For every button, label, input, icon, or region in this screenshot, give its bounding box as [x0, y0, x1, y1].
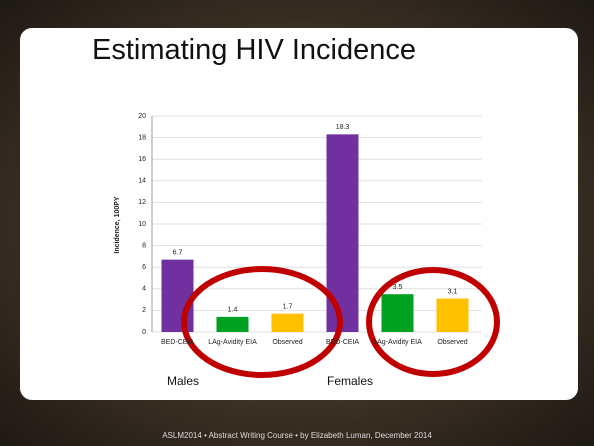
x-tick-label: LAg-Avidity EIA — [372, 338, 424, 347]
value-label: 1.4 — [228, 307, 238, 314]
x-tick-label: Observed — [262, 338, 314, 347]
value-label: 6.7 — [173, 249, 183, 256]
x-tick-label: LAg-Avidity EIA — [207, 338, 259, 347]
bar — [382, 294, 414, 332]
y-tick-label: 12 — [138, 199, 146, 206]
bar — [437, 299, 469, 332]
y-tick-label: 0 — [142, 329, 146, 336]
bar — [272, 314, 304, 332]
y-tick-label: 8 — [142, 242, 146, 249]
value-label: 18.3 — [336, 124, 350, 131]
x-tick-label: BED-CEIA — [152, 338, 204, 347]
x-tick-label: BED-CEIA — [317, 338, 369, 347]
y-tick-label: 20 — [138, 113, 146, 120]
y-tick-label: 16 — [138, 156, 146, 163]
y-axis-label: Incidence, 100PY — [114, 196, 121, 254]
y-tick-label: 14 — [138, 178, 146, 185]
bar — [217, 317, 249, 332]
value-label: 1.7 — [283, 303, 293, 310]
y-tick-label: 2 — [142, 307, 146, 314]
slide: Estimating HIV Incidence 024681012141618… — [0, 0, 594, 446]
y-tick-label: 18 — [138, 134, 146, 141]
y-tick-label: 10 — [138, 221, 146, 228]
y-tick-label: 6 — [142, 264, 146, 271]
value-label: 3.1 — [448, 288, 458, 295]
highlight-ellipse — [184, 269, 340, 375]
chart: 0 2 4 6 8 10 12 14 16 18 20 Incidence, 100PY 6.7 1.4 1… — [0, 0, 594, 446]
footer: ASLM2014 • Abstract Writing Course • by … — [0, 431, 594, 440]
group-label: Females — [327, 374, 373, 388]
bar — [162, 260, 194, 332]
value-label: 3.5 — [393, 284, 403, 291]
x-tick-label: Observed — [427, 338, 479, 347]
y-tick-label: 4 — [142, 286, 146, 293]
group-label: Males — [167, 374, 199, 388]
